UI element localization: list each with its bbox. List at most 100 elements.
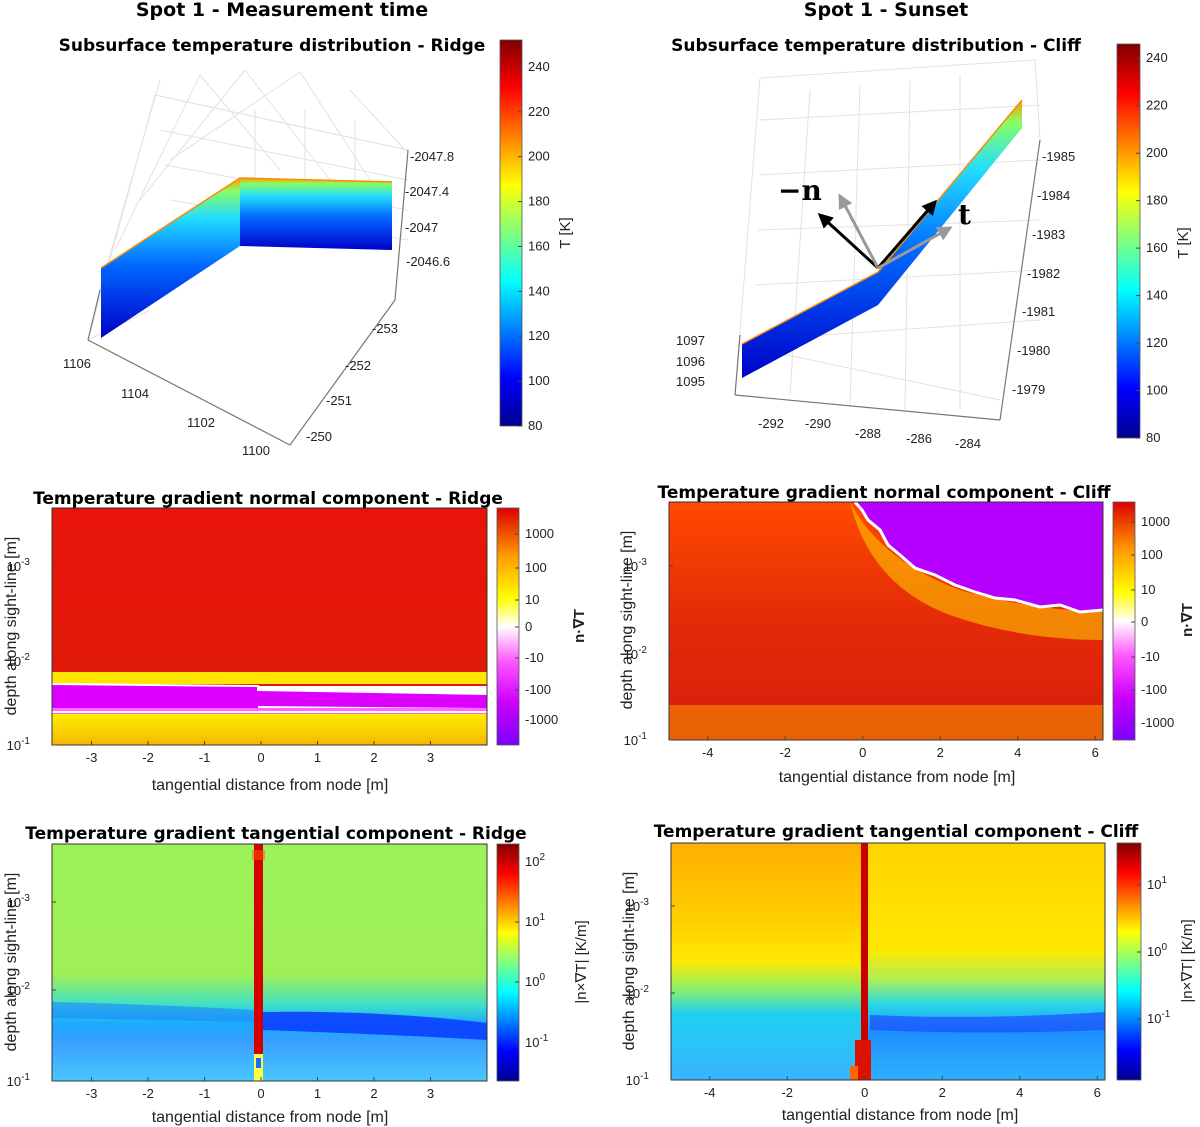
vector-arrows: −n t	[778, 174, 971, 270]
colorbar-tick-label: 160	[1146, 240, 1168, 255]
x-tick-label: -1	[199, 1086, 211, 1101]
x-tick-label: 6	[1092, 745, 1099, 760]
panel-title: Temperature gradient tangential componen…	[654, 822, 1139, 842]
colorbar-label: |n×∇T| [K/m]	[1179, 919, 1196, 1002]
colorbar	[499, 39, 523, 427]
y-axis-ticks: -253 -252 -251 -250	[306, 321, 398, 444]
y-tick-label: -253	[372, 321, 398, 336]
z-tick-label: -1979	[1012, 382, 1045, 397]
x-tick-label: 4	[1014, 745, 1021, 760]
y-axis-ticks: 10-310-210-1	[7, 557, 56, 753]
x-tick-label: 0	[861, 1085, 868, 1100]
heatmap-image	[669, 501, 1104, 740]
x-axis-ticks: -4 -2 0 2 4 6	[702, 736, 1099, 760]
colorbar-tick-label: 120	[528, 328, 550, 343]
colorbar-tick-label: 10	[1141, 582, 1155, 597]
colorbar-label: |n×∇T| [K/m]	[573, 920, 590, 1003]
z-tick-label: -1983	[1032, 227, 1065, 242]
x-tick-label: -3	[86, 1086, 98, 1101]
box-grid	[734, 59, 1041, 411]
x-axis-label: tangential distance from node [m]	[152, 1109, 389, 1126]
colorbar-tick-label: -100	[1141, 682, 1167, 697]
x-tick-label: -284	[955, 436, 981, 451]
ridge-surface	[100, 177, 393, 338]
colorbar-tick-label: 0	[1141, 614, 1148, 629]
y-tick-label: -250	[306, 429, 332, 444]
vector-label-n: −n	[778, 174, 822, 207]
colorbar-label: T [K]	[557, 217, 574, 248]
colorbar-tick-label-exponent: 2	[539, 852, 545, 863]
colorbar-tick-label: 100	[1146, 383, 1168, 398]
y-tick-label-exponent: -2	[640, 984, 649, 995]
y-tick-label: 10-1	[7, 1072, 31, 1089]
heatmap-image	[671, 843, 1105, 1080]
x-axis-ticks: 1106 1104 1102 1100	[63, 356, 270, 458]
colorbar-tick-label: 101	[525, 912, 545, 929]
x-tick-label: -2	[781, 1085, 793, 1100]
y-tick-label: -252	[345, 358, 371, 373]
colorbar-tick-label: 10-1	[525, 1033, 549, 1050]
colorbar-tick-label-exponent: -1	[539, 1033, 548, 1044]
z-tick-label: -2046.6	[406, 254, 450, 269]
z-tick-label: -1985	[1042, 149, 1075, 164]
z-tick-label: -1980	[1017, 343, 1050, 358]
panel-ridge-normal: Temperature gradient normal component - …	[3, 489, 588, 794]
heatmap-image	[51, 508, 488, 745]
x-axis-label: tangential distance from node [m]	[779, 769, 1016, 786]
x-tick-label: -4	[704, 1085, 716, 1100]
panel-title: Subsurface temperature distribution - Cl…	[671, 36, 1081, 56]
x-axis-ticks: -292 -290 -288 -286 -284	[758, 416, 981, 451]
colorbar-tick-label-exponent: -1	[1161, 1009, 1170, 1020]
z-tick-label: -1982	[1027, 266, 1060, 281]
colorbar-tick-label: 120	[1146, 335, 1168, 350]
column-title-left: Spot 1 - Measurement time	[136, 0, 428, 21]
x-tick-label: -1	[199, 750, 211, 765]
x-tick-label: 0	[257, 750, 264, 765]
colorbar-tick-label: 180	[1146, 193, 1168, 208]
y-tick-label-exponent: -2	[21, 652, 30, 663]
z-tick-label: -1981	[1022, 304, 1055, 319]
x-tick-label: 1100	[242, 443, 270, 458]
y-tick-label-exponent: -3	[21, 557, 30, 568]
vector-label-t: t	[958, 198, 971, 231]
z-tick-label: -2047	[405, 220, 438, 235]
colorbar-tick-label: 100	[525, 560, 547, 575]
colorbar-ticks: 240 220 200 180 160 140 120 100 80	[1136, 50, 1168, 445]
y-axis-label: depth along sight-line [m]	[621, 872, 638, 1051]
panel-cliff-normal: Temperature gradient normal component - …	[619, 483, 1196, 786]
y-tick-label-exponent: -1	[21, 736, 30, 747]
x-tick-label: 0	[859, 745, 866, 760]
colorbar-tick-label: -1000	[1141, 715, 1174, 730]
y-axis-ticks: 10-310-210-1	[624, 557, 673, 748]
y-tick-label: 10-1	[7, 736, 31, 753]
panel-cliff-3d: Subsurface temperature distribution - Cl…	[671, 36, 1192, 451]
colorbar-tick-label-exponent: 0	[1161, 942, 1167, 953]
colorbar-tick-label: 101	[1147, 875, 1167, 892]
axes-frame	[51, 507, 488, 746]
y-tick-label-exponent: -3	[640, 897, 649, 908]
x-tick-label: 0	[257, 1086, 264, 1101]
colorbar	[496, 843, 520, 1082]
colorbar-label: n·∇T	[571, 609, 588, 643]
colorbar-label: T [K]	[1175, 227, 1192, 258]
cliff-surface	[741, 99, 1023, 378]
x-tick-label: 1106	[63, 356, 91, 371]
x-axis-ticks: -3 -2 -1 0 1 2 3	[86, 1077, 434, 1101]
y-tick-label: 10-1	[624, 731, 648, 748]
colorbar-tick-label: -1000	[525, 712, 558, 727]
colorbar-tick-label: 100	[525, 972, 545, 989]
x-tick-label: 1	[314, 750, 321, 765]
x-tick-label: 2	[370, 1086, 377, 1101]
colorbar-tick-label: 180	[528, 194, 550, 209]
colorbar-tick-label: -10	[525, 650, 544, 665]
colorbar-tick-label: 1000	[525, 526, 554, 541]
colorbar-tick-label: -100	[525, 682, 551, 697]
y-tick-label: -251	[326, 393, 352, 408]
axes-frame	[668, 501, 1104, 741]
x-axis-label: tangential distance from node [m]	[152, 777, 389, 794]
y-tick-label: 10-1	[626, 1071, 650, 1088]
colorbar	[1116, 842, 1142, 1081]
